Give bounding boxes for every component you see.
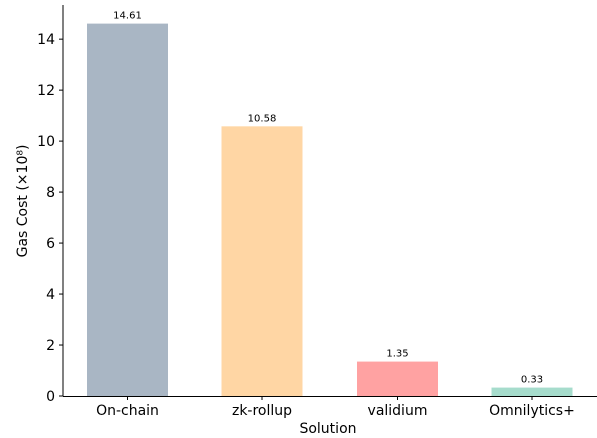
x-tick-label: validium (368, 403, 428, 419)
y-tick-label: 10 (37, 134, 55, 150)
data-label: 1.35 (386, 349, 408, 360)
y-tick-label: 6 (46, 236, 55, 252)
x-tick-label: zk-rollup (232, 403, 292, 419)
y-tick-label: 8 (46, 185, 55, 201)
y-axis-title: Gas Cost (×10⁸) (15, 145, 31, 258)
data-label: 14.61 (113, 11, 142, 22)
bars-layer (87, 23, 573, 397)
data-labels-layer: 14.61 10.58 1.35 0.33 (113, 11, 543, 386)
y-ticks-layer: 0 2 4 6 8 10 12 14 (37, 32, 63, 405)
y-tick-label: 0 (46, 389, 55, 405)
bar-omnilytics (491, 387, 573, 396)
data-label: 0.33 (521, 375, 543, 386)
x-ticks-layer: On-chain zk-rollup validium Omnilytics+ (96, 396, 575, 419)
x-tick-label: On-chain (96, 403, 159, 419)
y-tick-label: 2 (46, 338, 55, 354)
bar-validium (357, 361, 438, 396)
bar-zk-rollup (221, 126, 303, 397)
data-label: 10.58 (248, 113, 277, 124)
y-tick-label: 12 (37, 83, 55, 99)
bar-on-chain (87, 23, 168, 397)
y-tick-label: 14 (37, 32, 55, 48)
x-axis-title: Solution (299, 421, 356, 437)
y-tick-label: 4 (46, 287, 55, 303)
x-tick-label: Omnilytics+ (489, 403, 575, 419)
